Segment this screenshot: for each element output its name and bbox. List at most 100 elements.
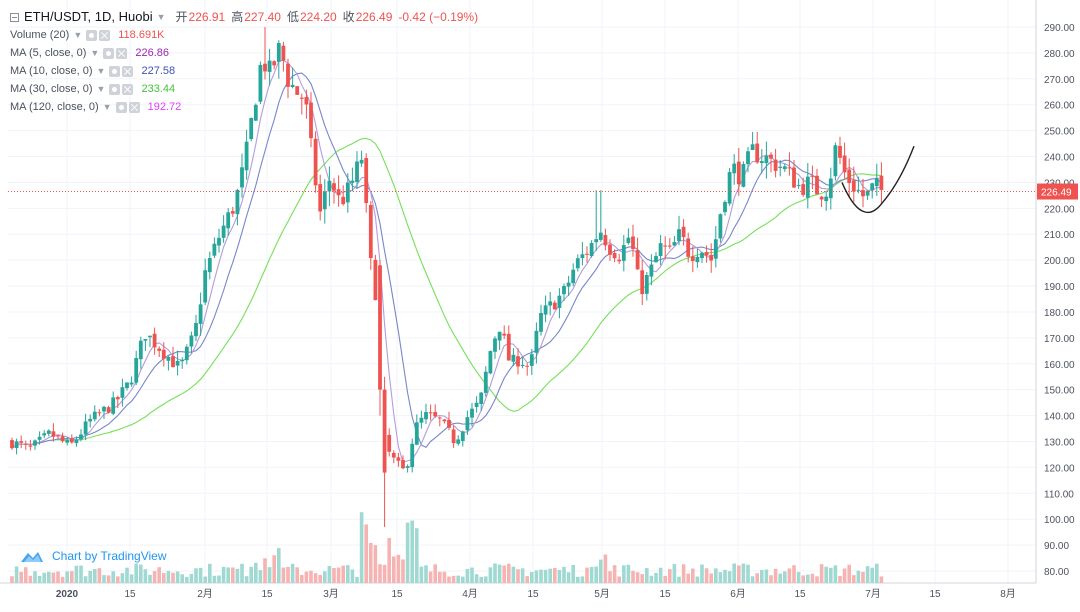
- volume-bar: [727, 571, 732, 583]
- volume-bar: [373, 545, 378, 583]
- volume-bar: [677, 576, 681, 583]
- y-tick-label: 250.00: [1044, 127, 1075, 138]
- candle-body: [318, 184, 323, 212]
- volume-bar: [350, 569, 355, 583]
- indicator-row-ma30[interactable]: MA (30, close, 0) ▼ 233.44: [10, 80, 478, 98]
- volume-bar: [120, 573, 125, 583]
- indicator-row-ma5[interactable]: MA (5, close, 0) ▼ 226.86: [10, 44, 478, 62]
- candle-body: [631, 236, 635, 250]
- volume-bar: [263, 558, 267, 583]
- tradingview-logo-icon: [21, 552, 43, 562]
- chevron-down-icon[interactable]: ▼: [102, 102, 112, 112]
- candle-body: [654, 256, 658, 263]
- volume-bar: [773, 568, 778, 583]
- volume-bar: [24, 567, 28, 583]
- volume-bar: [37, 575, 42, 583]
- volume-bar: [442, 571, 447, 583]
- candle-body: [138, 340, 143, 360]
- candle-body: [612, 252, 617, 259]
- volume-bar: [438, 571, 442, 583]
- volume-bar: [649, 575, 654, 583]
- candle-body: [378, 265, 382, 390]
- close-icon[interactable]: [99, 29, 111, 41]
- candle-body: [764, 155, 769, 164]
- candle-body: [562, 286, 566, 295]
- indicator-value: 233.44: [141, 83, 176, 95]
- candle-body: [502, 333, 507, 336]
- indicator-row-ma120[interactable]: MA (120, close, 0) ▼ 192.72: [10, 98, 478, 116]
- candle-body: [787, 167, 792, 169]
- candle-body: [796, 184, 801, 186]
- volume-bar: [640, 574, 644, 583]
- close-icon[interactable]: [122, 65, 134, 77]
- chevron-down-icon[interactable]: ▼: [96, 84, 106, 94]
- volume-bar: [65, 571, 69, 583]
- settings-icon[interactable]: [115, 101, 127, 113]
- candle-body: [74, 439, 79, 444]
- x-tick-label: 8月: [1000, 588, 1016, 600]
- volume-bar: [175, 571, 180, 583]
- y-tick-label: 210.00: [1044, 230, 1075, 241]
- settings-icon[interactable]: [109, 83, 121, 95]
- volume-bar: [447, 576, 451, 583]
- volume-bar: [341, 565, 345, 583]
- y-tick-label: 280.00: [1044, 49, 1075, 60]
- ma10-line: [11, 72, 882, 449]
- volume-bar: [304, 571, 309, 583]
- high-value: 227.40: [244, 10, 281, 24]
- x-tick-label: 15: [929, 589, 941, 600]
- close-value: 226.49: [355, 10, 393, 24]
- candle-body: [723, 201, 727, 213]
- volume-bar: [599, 559, 603, 583]
- indicator-row-ma10[interactable]: MA (10, close, 0) ▼ 227.58: [10, 62, 478, 80]
- chevron-down-icon[interactable]: ▼: [96, 66, 106, 76]
- candle-body: [626, 237, 631, 244]
- candle-body: [42, 433, 47, 436]
- candle-body: [695, 256, 700, 263]
- volume-bar: [539, 569, 543, 583]
- volume-bar: [336, 567, 341, 583]
- volume-bar: [525, 576, 529, 583]
- settings-icon[interactable]: [103, 47, 115, 59]
- volume-bar: [198, 567, 203, 583]
- candle-body: [801, 184, 806, 195]
- chevron-down-icon[interactable]: ▼: [156, 12, 166, 22]
- candle-body: [557, 295, 562, 308]
- volume-bar: [796, 572, 801, 583]
- volume-bar: [732, 563, 736, 583]
- settings-icon[interactable]: [109, 65, 121, 77]
- volume-bar: [861, 571, 865, 583]
- settings-icon[interactable]: [86, 29, 98, 41]
- volume-bar: [654, 572, 658, 583]
- candle-body: [129, 382, 134, 385]
- candle-body: [244, 141, 249, 171]
- y-tick-label: 110.00: [1044, 489, 1074, 500]
- volume-bar: [824, 566, 828, 583]
- candle-body: [46, 430, 51, 434]
- volume-bar: [576, 576, 580, 583]
- chevron-down-icon[interactable]: ▼: [73, 30, 83, 40]
- volume-bar: [594, 566, 598, 583]
- tradingview-branding[interactable]: Chart by TradingView: [20, 548, 167, 564]
- indicator-row-volume[interactable]: Volume (20) ▼ 118.691K: [10, 26, 478, 44]
- ma5-line: [11, 59, 882, 463]
- collapse-icon[interactable]: [10, 12, 19, 22]
- chevron-down-icon[interactable]: ▼: [90, 48, 100, 58]
- volume-bar: [792, 565, 796, 583]
- volume-bar: [272, 555, 276, 583]
- volume-bar: [125, 567, 129, 583]
- close-icon[interactable]: [122, 83, 134, 95]
- volume-bar: [428, 571, 433, 583]
- candle-body: [672, 241, 677, 246]
- volume-bar: [461, 576, 465, 583]
- volume-bar: [571, 565, 575, 583]
- volume-bar: [819, 564, 824, 583]
- volume-bar: [405, 522, 410, 583]
- close-icon[interactable]: [116, 47, 128, 59]
- close-icon[interactable]: [128, 101, 140, 113]
- candle-body: [456, 439, 461, 444]
- candle-body: [253, 104, 258, 121]
